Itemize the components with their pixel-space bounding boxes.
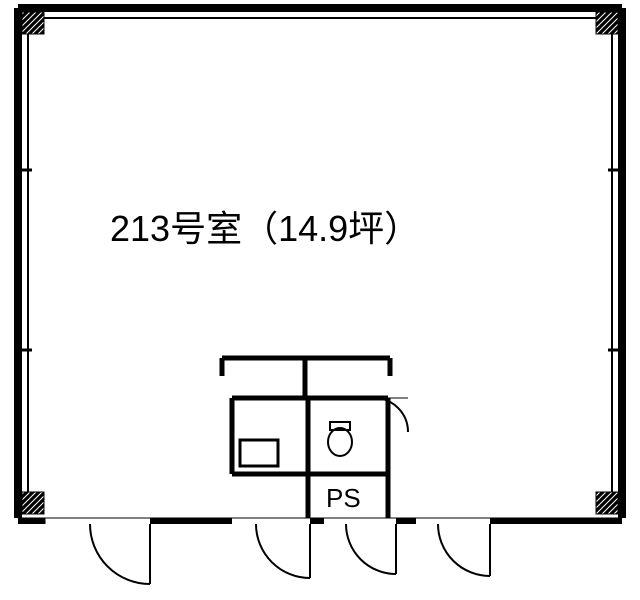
floorplan-svg <box>0 0 640 600</box>
floorplan-canvas: OF 213号室（14.9坪） PS <box>0 0 640 600</box>
